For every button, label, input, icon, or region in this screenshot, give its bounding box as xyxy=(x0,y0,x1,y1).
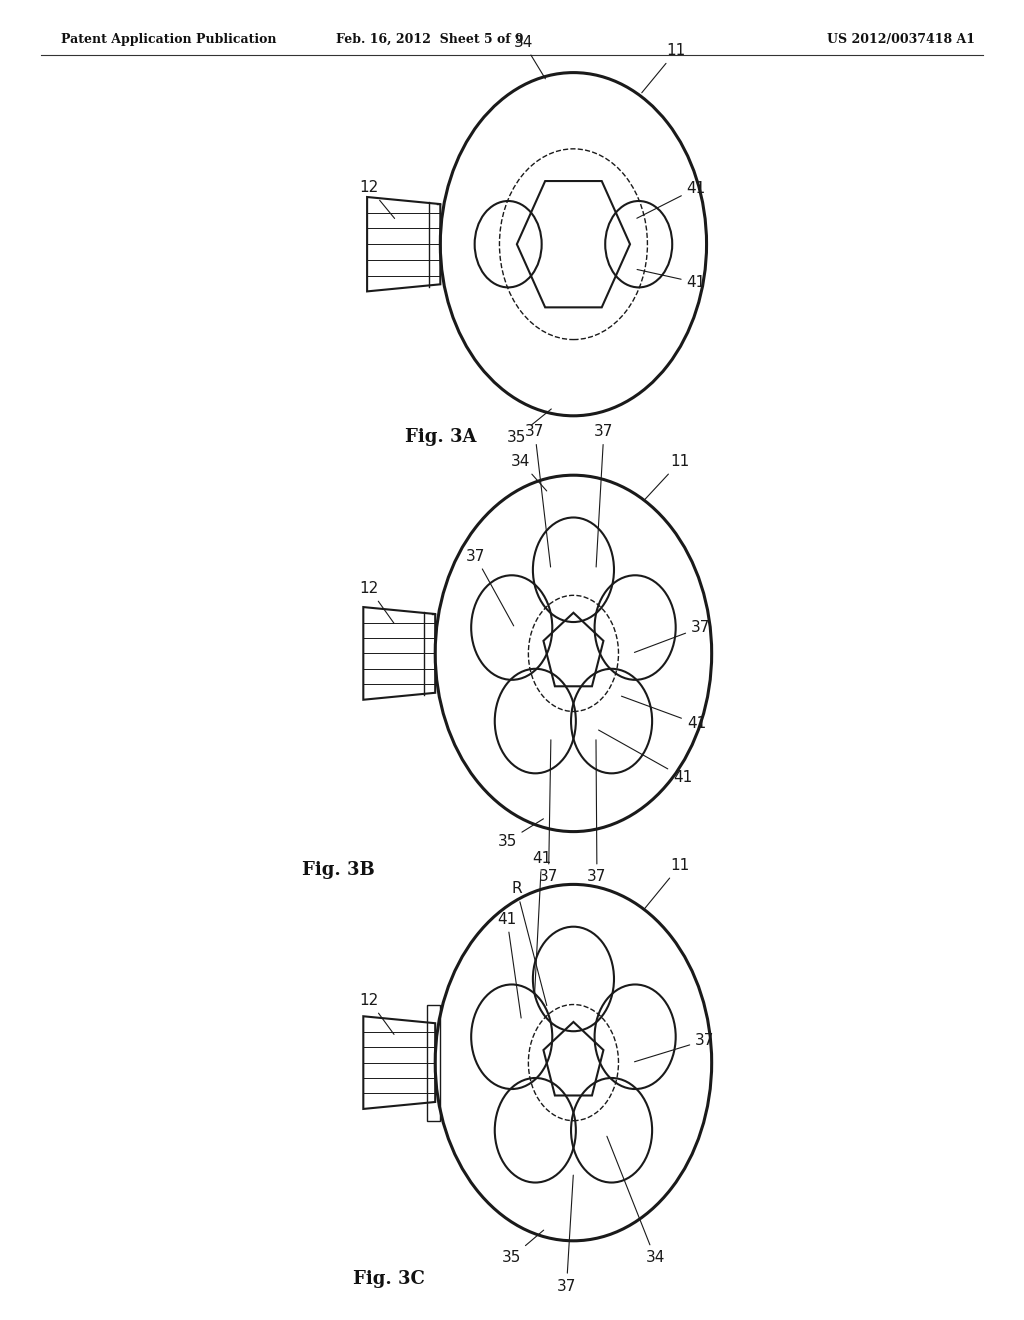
Text: 11: 11 xyxy=(644,858,689,909)
Text: R: R xyxy=(511,882,547,1006)
Text: 41: 41 xyxy=(498,912,521,1018)
Text: 37: 37 xyxy=(594,424,613,568)
Text: 35: 35 xyxy=(502,1230,544,1265)
Text: 41: 41 xyxy=(622,696,706,731)
Text: 41: 41 xyxy=(637,181,706,218)
Text: Fig. 3C: Fig. 3C xyxy=(353,1270,425,1288)
Text: 37: 37 xyxy=(539,739,558,884)
Text: 11: 11 xyxy=(642,44,686,92)
Text: 12: 12 xyxy=(359,581,394,623)
Text: Patent Application Publication: Patent Application Publication xyxy=(61,33,276,46)
Text: 37: 37 xyxy=(557,1175,577,1294)
Text: 37: 37 xyxy=(588,739,606,884)
Text: 41: 41 xyxy=(532,851,551,993)
Text: 34: 34 xyxy=(511,454,547,491)
Text: 34: 34 xyxy=(607,1137,665,1265)
Text: Fig. 3A: Fig. 3A xyxy=(404,428,476,446)
Text: 37: 37 xyxy=(635,620,711,652)
Text: 12: 12 xyxy=(359,181,394,219)
Text: 12: 12 xyxy=(359,993,394,1035)
Text: 41: 41 xyxy=(599,730,692,784)
Text: 35: 35 xyxy=(507,409,551,445)
Text: 37: 37 xyxy=(525,424,551,568)
Text: Fig. 3B: Fig. 3B xyxy=(301,861,375,879)
Text: 34: 34 xyxy=(514,34,546,79)
Text: 37: 37 xyxy=(466,549,514,626)
Text: 37: 37 xyxy=(635,1032,715,1061)
Text: 11: 11 xyxy=(644,454,689,500)
Text: US 2012/0037418 A1: US 2012/0037418 A1 xyxy=(827,33,975,46)
Text: Feb. 16, 2012  Sheet 5 of 9: Feb. 16, 2012 Sheet 5 of 9 xyxy=(336,33,524,46)
Text: 41: 41 xyxy=(637,269,706,290)
Text: 35: 35 xyxy=(498,818,544,849)
